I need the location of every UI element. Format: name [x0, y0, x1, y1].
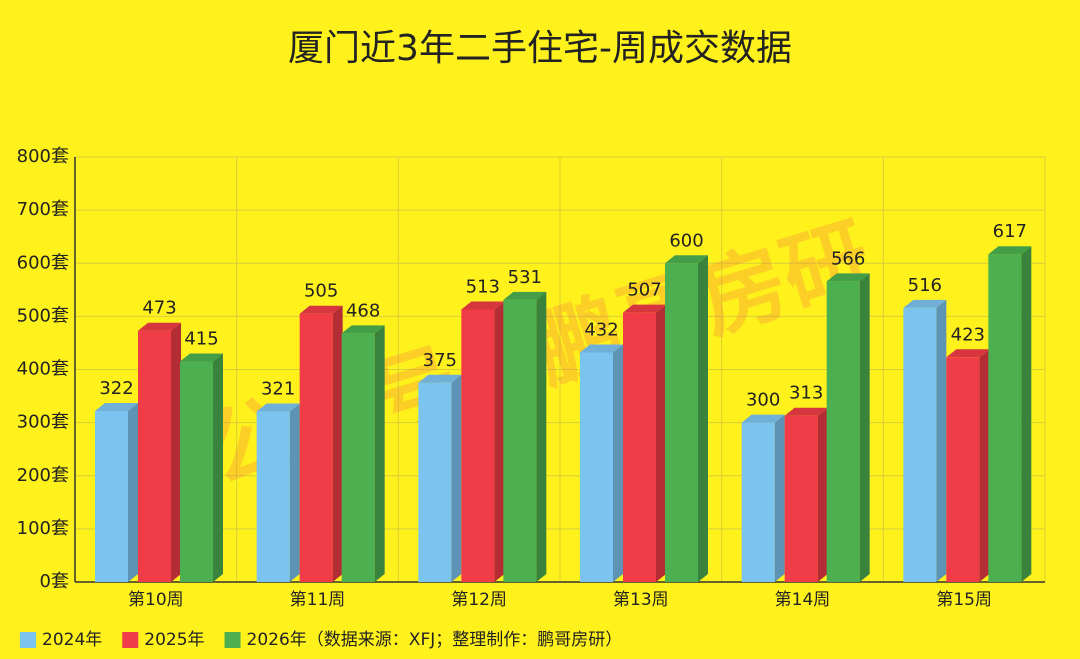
bar-side — [451, 374, 462, 582]
bar-top — [95, 402, 138, 411]
y-tick-label: 100套 — [17, 518, 69, 539]
bar-top — [580, 344, 623, 353]
bar — [341, 333, 375, 582]
bar — [741, 422, 775, 582]
bar — [903, 307, 937, 582]
bar — [946, 357, 980, 582]
bar-side — [332, 305, 343, 582]
y-tick-label: 800套 — [17, 146, 69, 167]
bar-top — [461, 301, 505, 310]
bar — [988, 254, 1022, 582]
bar-top — [784, 407, 828, 416]
bar — [580, 352, 613, 582]
legend-swatch — [122, 632, 139, 648]
bar-top — [988, 246, 1032, 255]
value-label: 513 — [466, 276, 500, 297]
bar-side — [817, 407, 828, 582]
bar-top — [138, 322, 181, 331]
legend-label: 2026年 — [247, 630, 307, 650]
bar-top — [903, 299, 947, 308]
x-tick-label: 第14周 — [775, 590, 831, 610]
value-label: 313 — [789, 383, 823, 404]
x-tick-label: 第12周 — [451, 590, 507, 610]
x-tick-label: 第13周 — [613, 590, 669, 610]
bar-top — [256, 403, 300, 412]
bar-side — [213, 353, 223, 582]
bar-side — [774, 414, 785, 582]
value-label: 432 — [584, 320, 618, 341]
x-tick-label: 第11周 — [290, 590, 346, 610]
value-label: 375 — [423, 350, 457, 371]
value-label: 468 — [346, 300, 380, 321]
bar-side — [979, 349, 990, 582]
legend-swatch — [20, 632, 36, 648]
source-note: （数据来源：XFJ；整理制作：鹏哥房研） — [307, 630, 622, 650]
bar-side — [613, 344, 623, 582]
bar-side — [656, 304, 666, 582]
bar-side — [1021, 246, 1032, 582]
bar — [95, 410, 128, 582]
bar — [503, 299, 537, 582]
value-label: 423 — [951, 324, 985, 345]
bar — [299, 313, 333, 582]
value-label: 415 — [184, 329, 218, 350]
value-label: 322 — [99, 378, 133, 399]
y-tick-label: 700套 — [17, 199, 69, 220]
legend-label: 2025年 — [144, 630, 204, 650]
x-tick-label: 第10周 — [128, 590, 184, 610]
bar-top — [418, 374, 462, 383]
y-tick-label: 600套 — [17, 252, 69, 273]
bar-top — [741, 414, 785, 423]
bar — [826, 281, 860, 582]
bar-side — [289, 403, 300, 582]
bar — [180, 361, 213, 582]
y-tick-label: 400套 — [17, 359, 69, 380]
bar-top — [299, 305, 343, 314]
bar-top — [946, 349, 990, 358]
bar-side — [936, 299, 947, 582]
bar-side — [698, 255, 708, 582]
value-label: 566 — [831, 248, 865, 269]
value-label: 600 — [669, 230, 703, 251]
bar-side — [171, 322, 181, 582]
bar-top — [623, 304, 666, 313]
bar-side — [494, 301, 505, 582]
value-label: 507 — [627, 280, 661, 301]
bar-top — [826, 273, 870, 282]
value-label: 473 — [142, 298, 176, 319]
chart-title: 厦门近3年二手住宅-周成交数据 — [288, 28, 792, 69]
bar — [665, 263, 698, 582]
bar — [461, 309, 495, 582]
bar-side — [128, 402, 138, 582]
legend-label: 2024年 — [42, 630, 102, 650]
bar — [256, 411, 290, 582]
bar — [623, 312, 656, 582]
x-tick-label: 第15周 — [936, 590, 992, 610]
legend-swatch — [224, 632, 241, 648]
bar-top — [665, 255, 708, 264]
bar-top — [503, 291, 547, 300]
value-label: 531 — [508, 267, 542, 288]
y-tick-label: 200套 — [17, 465, 69, 486]
y-tick-label: 300套 — [17, 412, 69, 433]
y-tick-label: 500套 — [17, 305, 69, 326]
bar-top — [341, 325, 385, 334]
bar-side — [859, 273, 870, 582]
bar — [784, 415, 818, 582]
bar-side — [536, 291, 547, 582]
value-label: 617 — [993, 221, 1027, 242]
y-tick-label: 0套 — [40, 571, 69, 592]
bar-top — [180, 353, 223, 362]
value-label: 516 — [908, 275, 942, 296]
value-label: 300 — [746, 390, 780, 411]
bar — [418, 382, 452, 582]
bar-side — [374, 325, 385, 582]
bar — [138, 330, 171, 582]
value-label: 321 — [261, 378, 295, 399]
value-label: 505 — [304, 281, 338, 302]
